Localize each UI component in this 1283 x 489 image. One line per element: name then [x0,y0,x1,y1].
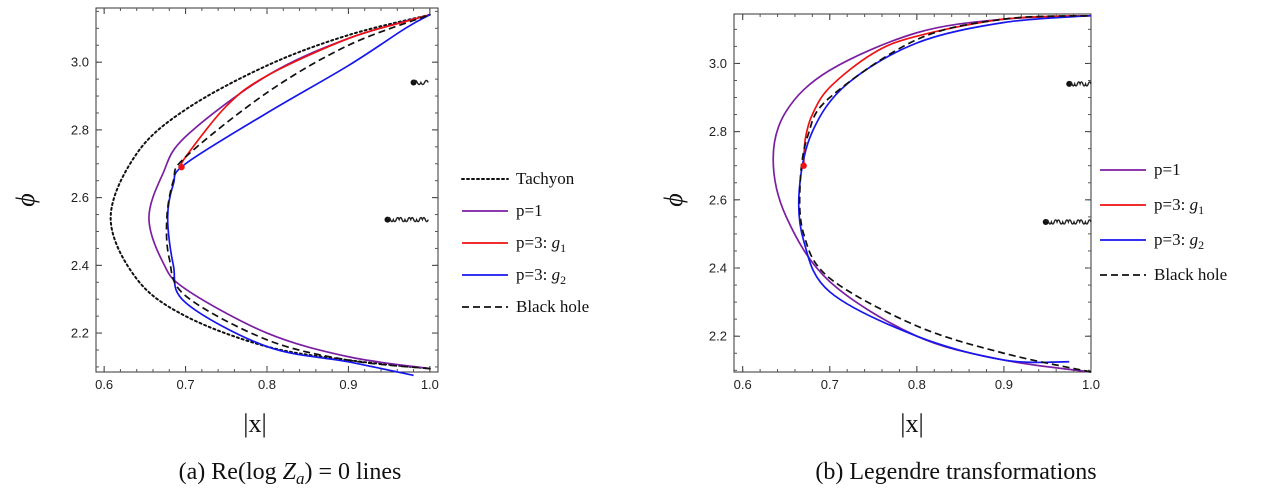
x-axis-label: |x| [243,409,266,438]
wavy-annotation [386,216,429,223]
plot-frame [733,13,1092,373]
legend-label: p=3: g2 [516,265,566,287]
caption: (b) Legendre transformations [815,459,1096,485]
panel-a: 0.6 0.7 0.8 0.9 1.0 2.2 2.4 2.6 2.8 3.0 |x| ϕ Tachyo… [11,7,589,488]
x-axis-label: |x| [900,409,923,438]
legend-label: p=3: g1 [516,233,566,255]
endpoint-marker [178,163,185,171]
legend: p=1 p=3: g1 p=3: g2 Black hole [1100,160,1227,284]
x-tick-label: 0.9 [339,377,357,392]
legend-label: p=1 [1154,160,1181,179]
legend: Tachyon p=1 p=3: g1 p=3: g2 Black hole [461,169,589,316]
x-tick-label: 0.6 [95,377,113,392]
x-tick-label: 0.8 [258,377,276,392]
x-tick-label: 0.8 [908,377,926,392]
series-line-p-3-g1 [802,14,1092,166]
endpoint-marker [800,162,807,169]
y-tick-label: 2.2 [71,326,89,341]
legend-label: p=3: g2 [1154,230,1204,252]
legend-label: p=1 [516,201,543,220]
series-line-p-3-g2 [797,14,1092,364]
series-line-black-hole [798,14,1092,373]
legend-label: Tachyon [516,169,575,188]
y-tick-label: 2.8 [71,122,89,137]
wavy-annotation [1045,219,1092,225]
y-axis-label: ϕ [659,193,688,206]
y-tick-label: 2.4 [71,258,89,273]
caption: (a) Re(log Za) = 0 lines [179,459,402,488]
legend-label: Black hole [1154,265,1227,284]
x-tick-label: 0.6 [734,377,752,392]
plot-frame [95,7,439,373]
y-tick-label: 2.6 [71,190,89,205]
series-line-p-3-g2 [166,14,431,377]
y-tick-label: 2.4 [709,261,727,276]
series-line-p-1 [148,13,431,370]
y-tick-label: 2.2 [709,329,727,344]
panel-b: 0.6 0.7 0.8 0.9 1.0 2.2 2.4 2.6 2.8 3.0 |x| ϕ p=1 p=3… [659,13,1227,485]
legend-label: p=3: g1 [1154,195,1204,217]
x-tick-label: 0.7 [177,377,195,392]
x-tick-label: 1.0 [421,377,439,392]
series-line-p-1 [772,14,1092,373]
y-tick-label: 3.0 [709,56,727,71]
series-line-tachyon [109,13,431,370]
x-tick-label: 0.7 [821,377,839,392]
series-line-black-hole [165,13,431,370]
y-tick-label: 2.8 [709,124,727,139]
wavy-annotation [412,79,429,86]
x-tick-label: 0.9 [995,377,1013,392]
y-axis-label: ϕ [11,193,40,206]
legend-label: Black hole [516,297,589,316]
y-tick-label: 3.0 [71,55,89,70]
x-tick-label: 1.0 [1082,377,1100,392]
y-tick-label: 2.6 [709,192,727,207]
wavy-annotation [1068,81,1092,87]
